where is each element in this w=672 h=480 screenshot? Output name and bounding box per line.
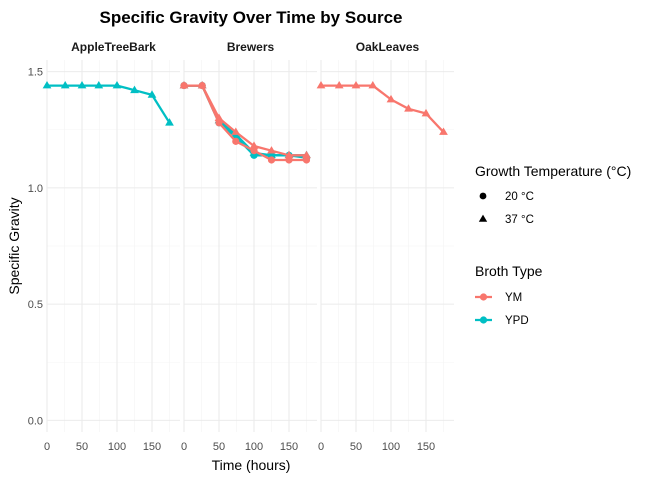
data-point [267, 156, 276, 164]
x-tick-label: 100 [245, 441, 263, 453]
panel-grid [46, 60, 180, 432]
x-axis-title: Time (hours) [212, 457, 291, 473]
x-tick-label: 150 [143, 441, 161, 453]
x-tick-label: 50 [213, 441, 225, 453]
series-ym-circle [180, 81, 311, 164]
data-point [249, 141, 259, 149]
x-tick-label: 0 [44, 441, 50, 453]
legend-key-point [479, 316, 488, 324]
series-line [182, 84, 308, 162]
series-ypd-circle [180, 81, 311, 162]
series-line [319, 84, 445, 134]
data-point [351, 80, 361, 89]
y-tick-label: 1.5 [28, 67, 43, 79]
data-point [267, 146, 276, 154]
data-point [214, 113, 224, 121]
x-tick-label: 100 [382, 441, 400, 453]
data-point [77, 80, 87, 89]
panel-grid [320, 60, 454, 432]
series-line [182, 84, 308, 157]
series-line [182, 84, 308, 157]
legend-growth-temperature: Growth Temperature (°C) 20 °C 37 °C [475, 163, 631, 226]
data-point [197, 80, 207, 89]
data-point [316, 80, 326, 89]
facet-strip-label: AppleTreeBark [71, 40, 156, 54]
data-point [404, 104, 413, 112]
legend-broth-type: Broth Type YM YPD [475, 263, 543, 327]
data-point [232, 137, 240, 145]
data-point [302, 150, 311, 159]
data-point [60, 80, 70, 89]
data-point [439, 127, 448, 135]
legend-key-triangle [478, 214, 488, 222]
legend-key-point [479, 293, 488, 301]
legend-label: YM [505, 292, 522, 304]
data-point [179, 80, 189, 89]
x-tick-label: 0 [318, 441, 324, 453]
series-ypd-triangle [42, 80, 174, 126]
data-point [165, 118, 174, 126]
series-ym-triangle [179, 80, 311, 159]
x-tick-label: 50 [350, 441, 362, 453]
y-axis-title: Specific Gravity [6, 197, 22, 294]
x-tick-label: 150 [417, 441, 435, 453]
x-tick-label: 150 [280, 441, 298, 453]
series-ym-triangle [316, 80, 448, 135]
data-point [147, 90, 157, 98]
y-axis-ticks: 0.0 0.5 1.0 1.5 [28, 67, 43, 428]
data-point [112, 80, 122, 89]
y-tick-label: 0.5 [28, 299, 43, 311]
x-tick-label: 100 [108, 441, 126, 453]
facet-panel-brewers: Brewers 0 50 100 150 [179, 40, 317, 453]
y-tick-label: 0.0 [28, 415, 43, 427]
data-point [130, 85, 139, 94]
legend-label: 20 °C [505, 191, 534, 203]
data-point [94, 80, 104, 89]
facet-strip-label: Brewers [227, 40, 275, 54]
legend-title: Broth Type [475, 263, 543, 279]
facet-strip-label: OakLeaves [356, 40, 420, 54]
data-point [231, 127, 241, 135]
data-point [284, 150, 294, 159]
data-point [267, 150, 276, 159]
x-tick-label: 0 [181, 441, 187, 453]
data-point [334, 80, 344, 89]
panel-grid [183, 60, 317, 432]
legend-label: 37 °C [505, 214, 534, 226]
chart-title: Specific Gravity Over Time by Source [100, 8, 403, 27]
legend: Growth Temperature (°C) 20 °C 37 °C Broth T… [475, 163, 631, 327]
series-line [45, 84, 171, 124]
facet-panel-oakleaves: OakLeaves 0 50 100 150 [316, 40, 454, 453]
legend-key-circle [479, 192, 487, 200]
legend-label: YPD [505, 315, 529, 327]
data-point [42, 80, 52, 89]
data-point [386, 94, 396, 103]
data-point [368, 80, 378, 89]
x-tick-label: 50 [76, 441, 88, 453]
data-point [421, 108, 431, 117]
facet-panel-appletreebark: AppleTreeBark 0 50 100 150 [42, 40, 180, 453]
y-tick-label: 1.0 [28, 183, 43, 195]
legend-title: Growth Temperature (°C) [475, 163, 631, 179]
